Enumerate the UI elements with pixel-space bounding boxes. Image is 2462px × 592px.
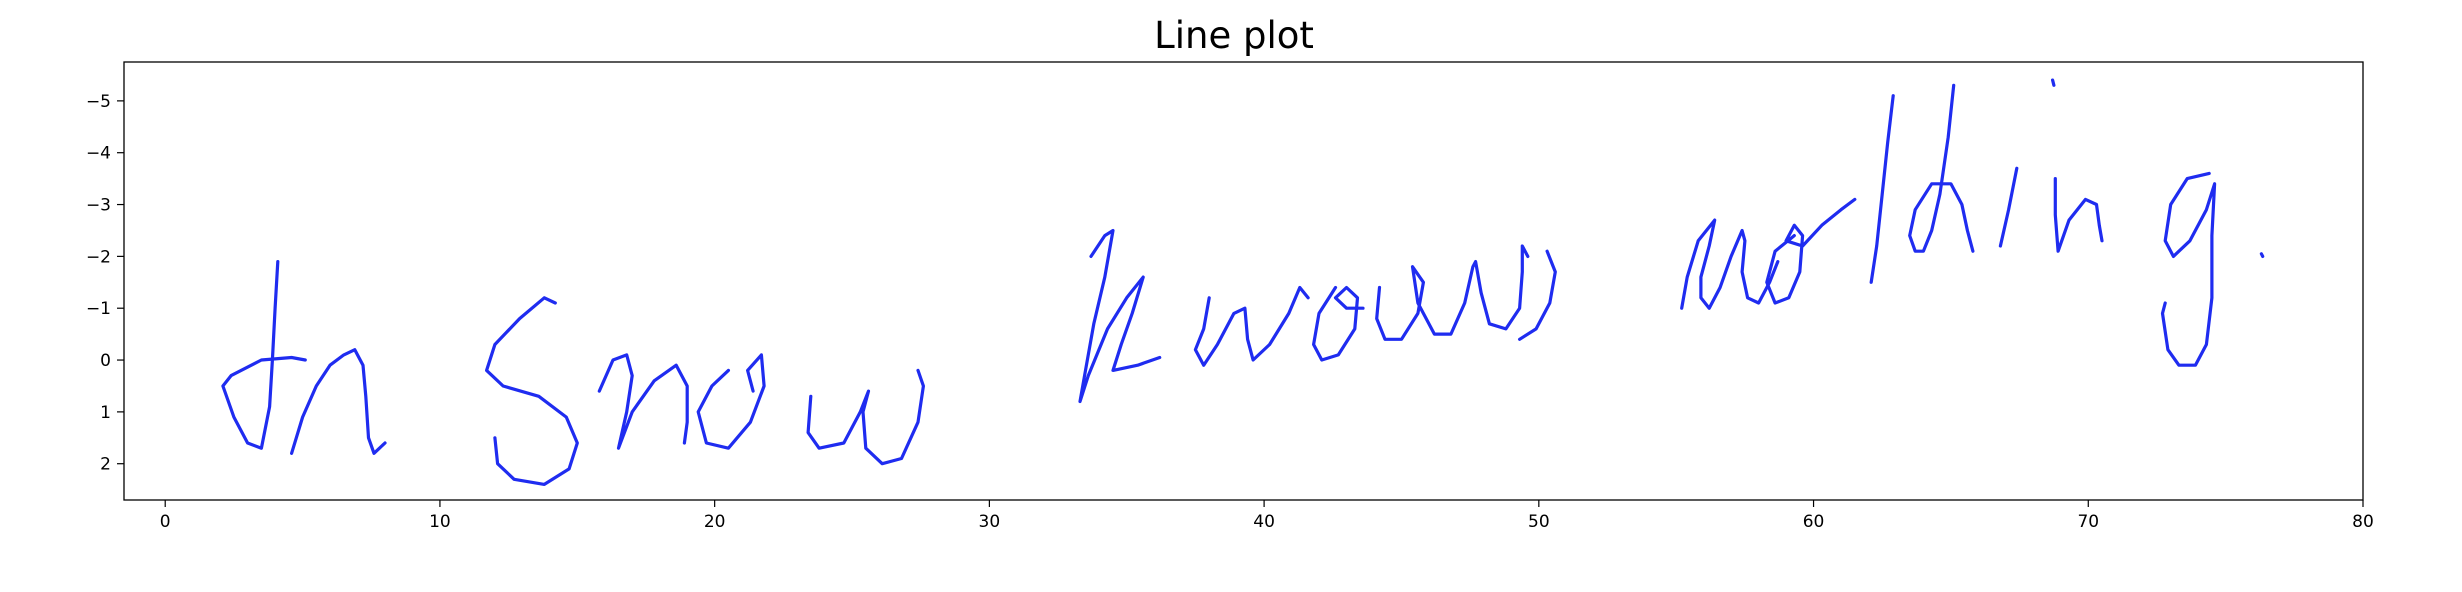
series-line-17 <box>2051 78 2056 87</box>
series-line-16 <box>1998 166 2019 248</box>
series-line-1 <box>221 260 307 450</box>
y-tick-label: 0 <box>100 351 111 371</box>
plot-frame <box>123 61 2364 501</box>
x-tick-label: 10 <box>429 512 451 532</box>
series-line-5 <box>696 353 766 450</box>
series-line-4 <box>597 353 689 450</box>
series-line-11 <box>1517 249 1557 341</box>
y-tick-label: 2 <box>100 455 111 475</box>
series-line-14 <box>1869 94 1895 284</box>
x-tick-label: 70 <box>2077 512 2099 532</box>
x-tick-label: 80 <box>2352 512 2374 532</box>
series-line-10 <box>1375 244 1530 341</box>
y-tick-label: −2 <box>86 247 111 267</box>
y-tick-label: −1 <box>86 299 111 319</box>
series-line-13 <box>1765 197 1857 305</box>
series-line-7 <box>1078 228 1162 404</box>
series-line-18 <box>2053 177 2104 253</box>
series-line-6 <box>806 368 926 466</box>
series-line-12 <box>1680 218 1780 310</box>
series-line-20 <box>2259 252 2265 258</box>
y-axis: −5 −4 −3 −2 −1 0 1 2 <box>86 92 124 475</box>
series-line-3 <box>485 296 579 486</box>
x-tick-label: 0 <box>160 512 171 532</box>
x-tick-label: 60 <box>1803 512 1825 532</box>
series-line-19 <box>2160 171 2217 367</box>
x-tick-label: 50 <box>1528 512 1550 532</box>
series-line-2 <box>290 348 387 455</box>
series-line-15 <box>1908 83 1975 253</box>
x-axis: 0 10 20 30 40 50 60 70 80 <box>160 500 2374 532</box>
y-tick-label: −4 <box>86 144 111 164</box>
x-tick-label: 40 <box>1253 512 1275 532</box>
chart-title: Line plot <box>1154 14 1314 57</box>
series-line-9 <box>1311 285 1365 362</box>
x-tick-label: 30 <box>979 512 1001 532</box>
handwriting-series <box>221 78 2265 486</box>
series-line-8 <box>1193 285 1310 367</box>
y-tick-label: −5 <box>86 92 111 112</box>
y-tick-label: −3 <box>86 196 111 216</box>
y-tick-label: 1 <box>100 403 111 423</box>
x-tick-label: 20 <box>704 512 726 532</box>
